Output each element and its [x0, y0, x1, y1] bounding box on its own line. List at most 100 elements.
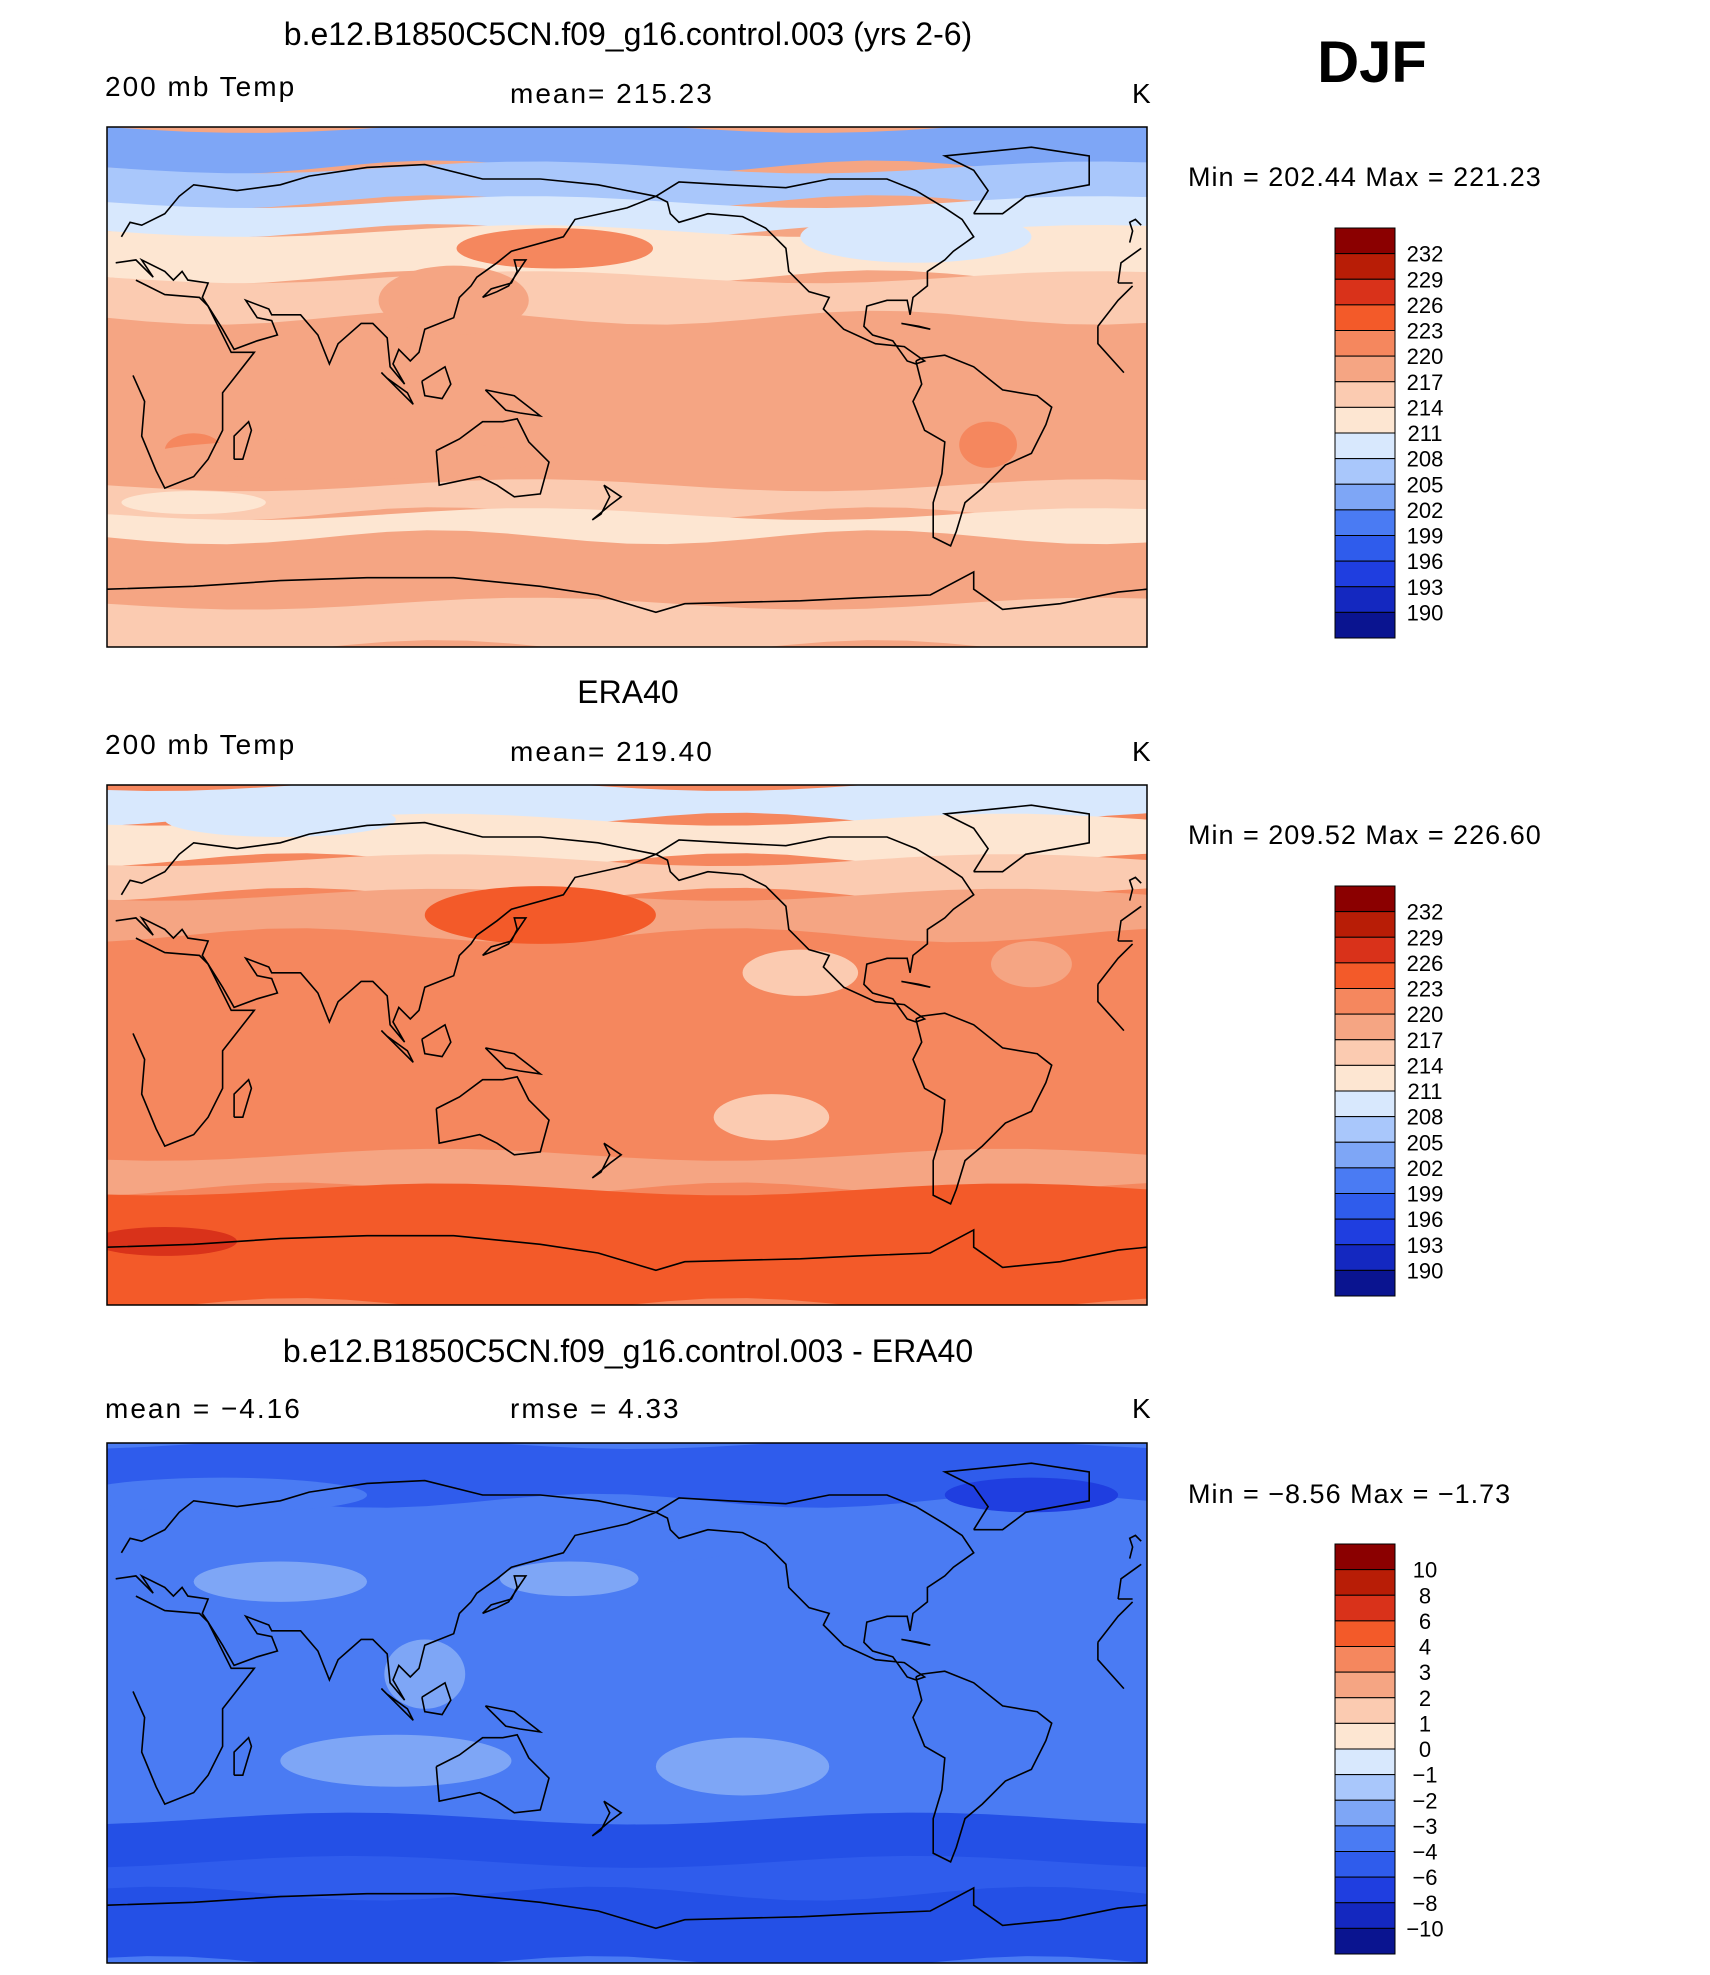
colorbar-tick-label: −3: [1412, 1814, 1437, 1839]
colorbar-tick-label: −10: [1406, 1916, 1443, 1941]
contour-band: [107, 196, 1147, 238]
contour-band: [107, 1183, 1147, 1305]
panel-minmax: Min = 202.44 Max = 221.23: [1188, 162, 1542, 192]
coastline-japan: [482, 1575, 528, 1615]
panel-left-label: mean = −4.16: [105, 1393, 302, 1424]
colorbar-tick-label: 220: [1407, 1002, 1444, 1027]
colorbar-tick-label: 214: [1407, 1053, 1444, 1078]
colorbar-tick-label: 199: [1407, 524, 1444, 549]
colorbar-swatch: [1334, 560, 1396, 588]
colorbar-swatch: [1334, 885, 1396, 913]
colorbar-swatch: [1334, 1774, 1396, 1801]
colorbar-tick-label: 3: [1419, 1660, 1431, 1685]
panel-mean-label: mean= 215.23: [510, 78, 714, 109]
contour-band: [107, 479, 1147, 521]
colorbar-swatch: [1334, 1039, 1396, 1066]
colorbar-tick-label: 208: [1407, 447, 1444, 472]
colorbar-swatch: [1334, 1013, 1396, 1041]
contour-band: [107, 597, 1147, 647]
panel-unit-label: K: [1132, 78, 1153, 109]
contour-band: [107, 1855, 1147, 1901]
colorbar-tick-label: 232: [1407, 242, 1444, 267]
contour-blob: [742, 949, 859, 996]
colorbar-swatch: [1334, 406, 1396, 434]
colorbar-swatch: [1334, 1569, 1396, 1596]
coastline-australia: [435, 417, 550, 498]
coastline-africa: [132, 1595, 1134, 1806]
colorbar-tick-label: 0: [1419, 1737, 1431, 1762]
colorbar-tick-label: 10: [1413, 1558, 1437, 1583]
coastline-madagascar: [233, 420, 253, 460]
colorbar-swatch: [1334, 1799, 1396, 1827]
contour-blob: [164, 802, 396, 837]
colorbar-tick-label: 220: [1407, 344, 1444, 369]
colorbar-swatch: [1334, 1697, 1396, 1724]
contour-blob: [280, 1734, 512, 1787]
colorbar: 2322292262232202172142112082052021991961…: [1334, 227, 1444, 639]
panel-title: ERA40: [577, 674, 678, 710]
colorbar-tick-label: −1: [1412, 1763, 1437, 1788]
coastline-newguinea: [484, 1047, 544, 1076]
coastline-nz: [591, 1142, 623, 1179]
coastline-greenland: [941, 804, 1090, 873]
panel-rmse-label: rmse = 4.33: [510, 1393, 681, 1424]
coastline-south_america: [912, 1012, 1053, 1206]
coastline-uk: [1128, 876, 1142, 901]
colorbar-swatch: [1334, 1193, 1396, 1220]
coastline-australia: [435, 1075, 550, 1156]
map-fill: [107, 785, 1147, 1305]
colorbar-swatch: [1334, 1825, 1396, 1852]
colorbar-tick-label: 229: [1407, 267, 1444, 292]
coastline-antarctica: [107, 570, 1147, 614]
contour-blob: [991, 941, 1072, 988]
colorbar-tick-label: 202: [1407, 1156, 1444, 1181]
contour-blob: [713, 1094, 830, 1141]
colorbar-swatch: [1334, 458, 1396, 485]
contour-blob: [378, 265, 529, 335]
coastline-madagascar: [233, 1078, 253, 1118]
coastline-africa: [132, 279, 1134, 490]
panel-diff: b.e12.B1850C5CN.f09_g16.control.003 - ER…: [105, 1333, 1510, 1964]
colorbar-swatch: [1334, 509, 1396, 536]
colorbar-tick-label: 4: [1419, 1635, 1431, 1660]
colorbar-tick-label: 223: [1407, 977, 1444, 1002]
colorbar-swatch: [1334, 586, 1396, 613]
colorbar-swatch: [1334, 1902, 1396, 1929]
panel-unit-label: K: [1132, 736, 1153, 767]
coastline-nz: [591, 1800, 623, 1837]
colorbar-tick-label: 205: [1407, 472, 1444, 497]
panel-model: b.e12.B1850C5CN.f09_g16.control.003 (yrs…: [105, 16, 1542, 648]
coastline-sumatra: [380, 372, 414, 405]
colorbar-tick-label: 6: [1419, 1609, 1431, 1634]
colorbar-tick-label: 217: [1407, 370, 1444, 395]
colorbar-swatch: [1334, 1269, 1396, 1297]
contour-blob: [121, 491, 266, 515]
colorbar-swatch: [1334, 1543, 1396, 1571]
colorbar-swatch: [1334, 1876, 1396, 1904]
colorbar-tick-label: 196: [1407, 549, 1444, 574]
contour-band: [107, 508, 1147, 545]
colorbar-swatch: [1334, 304, 1396, 331]
colorbar-swatch: [1334, 355, 1396, 383]
colorbar-swatch: [1334, 1141, 1396, 1169]
colorbar-swatch: [1334, 253, 1396, 280]
contour-blob: [107, 1227, 237, 1256]
contour-blob: [569, 1526, 743, 1562]
coastline-sumatra: [380, 1688, 414, 1721]
coastline-eurasia: [115, 821, 1142, 1043]
panel-mean-label: mean= 219.40: [510, 736, 714, 767]
colorbar-tick-label: 193: [1407, 1233, 1444, 1258]
colorbar-swatch: [1334, 936, 1396, 964]
coastline-eurasia: [115, 1479, 1142, 1701]
panel-unit-label: K: [1132, 1393, 1153, 1424]
colorbar: 2322292262232202172142112082052021991961…: [1334, 885, 1444, 1297]
colorbar-tick-label: 226: [1407, 951, 1444, 976]
colorbar-swatch: [1334, 988, 1396, 1015]
colorbar-swatch: [1334, 1722, 1396, 1750]
colorbar-swatch: [1334, 381, 1396, 408]
colorbar-swatch: [1334, 1090, 1396, 1118]
colorbar-tick-label: 232: [1407, 900, 1444, 925]
colorbar-swatch: [1334, 432, 1396, 460]
colorbar-swatch: [1334, 1218, 1396, 1246]
